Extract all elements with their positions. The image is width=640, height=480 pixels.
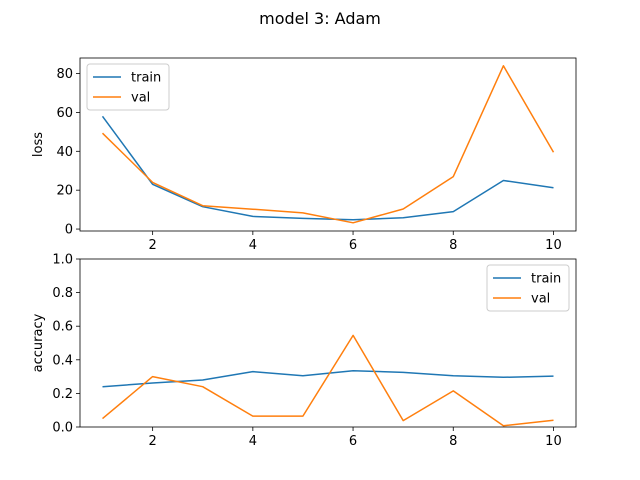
legend-box (486, 264, 570, 312)
axes-frame (79, 258, 577, 428)
y-axis-label: accuracy (31, 313, 46, 372)
legend: train val (86, 63, 170, 111)
y-tick-label: 0.0 (52, 421, 73, 436)
series-line-train (101, 115, 554, 221)
x-tick-label: 2 (149, 238, 157, 253)
y-axis-label: loss (31, 132, 46, 157)
y-tick-label: 1.0 (52, 253, 73, 268)
legend-label-val: val (531, 292, 550, 307)
accuracy-chart: 2 4 6 8 10 0.0 0.2 0.4 0.6 0.8 1.0 accuracy train val (31, 253, 577, 449)
y-tick-label: 60 (56, 106, 73, 121)
x-tick-label: 6 (349, 434, 357, 449)
series-line-val (102, 334, 554, 427)
x-tick-label: 8 (449, 434, 457, 449)
x-tick-label: 4 (249, 238, 257, 253)
legend-label-val: val (131, 91, 150, 106)
figure-suptitle: model 3: Adam (259, 9, 381, 28)
x-tick-label: 10 (545, 434, 562, 449)
legend-label-train: train (531, 272, 561, 287)
series-line-val (101, 65, 555, 224)
y-tick-label: 0.8 (52, 286, 73, 301)
y-tick-label: 0.2 (52, 387, 73, 402)
y-tick-label: 20 (56, 184, 73, 199)
legend-label-train: train (131, 71, 161, 86)
legend: train val (486, 264, 570, 312)
x-tick-label: 2 (149, 434, 157, 449)
x-tick-label: 10 (545, 238, 562, 253)
y-tick-label: 40 (56, 145, 73, 160)
loss-chart: 2 4 6 8 10 0 20 40 60 80 loss train val (31, 57, 577, 253)
x-tick-label: 6 (349, 238, 357, 253)
y-tick-label: 0.6 (52, 320, 73, 335)
axes-frame (79, 57, 577, 232)
y-tick-label: 0.4 (52, 353, 73, 368)
y-tick-label: 80 (56, 67, 73, 82)
legend-box (86, 63, 170, 111)
y-tick-label: 0 (65, 223, 73, 238)
x-tick-label: 8 (449, 238, 457, 253)
x-tick-label: 4 (249, 434, 257, 449)
